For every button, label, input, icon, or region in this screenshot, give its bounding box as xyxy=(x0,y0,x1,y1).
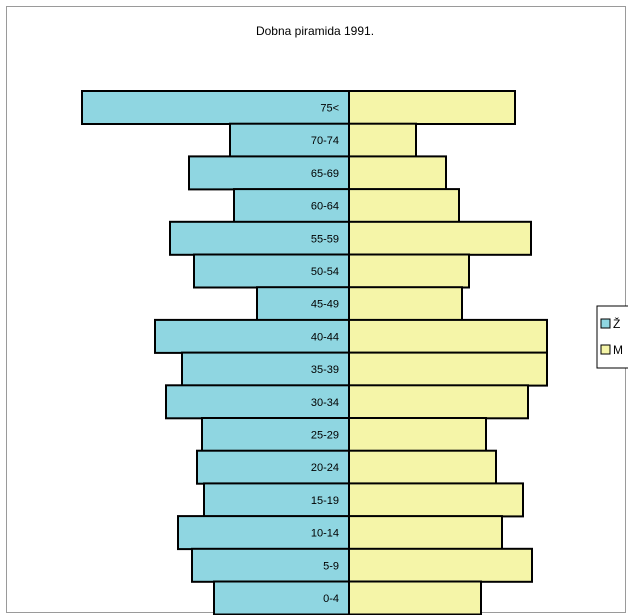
category-label-4044: 40-44 xyxy=(311,331,339,343)
series-zenske-bars xyxy=(81,90,350,615)
category-label-4549: 45-49 xyxy=(311,299,339,311)
legend-swatch-muske xyxy=(600,344,611,355)
bar-zenske-5054 xyxy=(193,253,350,289)
legend-swatch-zenske xyxy=(600,318,611,329)
category-label-3539: 35-39 xyxy=(311,364,339,376)
bar-muske-3034 xyxy=(348,384,529,420)
bar-muske-6569 xyxy=(348,155,447,191)
series-muske-bars xyxy=(348,90,548,615)
category-label-75: 75< xyxy=(320,103,339,115)
category-label-5559: 55-59 xyxy=(311,233,339,245)
bar-zenske-75 xyxy=(81,90,350,125)
category-label-3034: 30-34 xyxy=(311,397,339,409)
bar-zenske-1014 xyxy=(177,515,350,551)
legend-label-zenske: Ž xyxy=(613,316,620,331)
legend: Ž M xyxy=(596,305,628,369)
bar-muske-2529 xyxy=(348,417,487,452)
chart-title: Dobna piramida 1991. xyxy=(256,24,374,38)
category-label-04: 0-4 xyxy=(323,593,339,605)
bar-muske-3539 xyxy=(348,351,548,387)
category-label-1014: 10-14 xyxy=(311,528,339,540)
category-label-6569: 65-69 xyxy=(311,168,339,180)
bar-muske-2024 xyxy=(348,449,497,485)
bar-muske-5054 xyxy=(348,253,470,289)
category-label-7074: 70-74 xyxy=(311,135,339,147)
category-label-6064: 60-64 xyxy=(311,201,339,213)
bar-muske-7074 xyxy=(348,122,417,158)
bar-muske-6064 xyxy=(348,188,460,224)
bar-muske-75 xyxy=(348,90,516,125)
category-label-2529: 25-29 xyxy=(311,430,339,442)
bar-muske-4549 xyxy=(348,286,463,322)
category-label-2024: 20-24 xyxy=(311,462,339,474)
category-label-5054: 50-54 xyxy=(311,266,339,278)
bar-zenske-2024 xyxy=(196,449,350,485)
bar-muske-4044 xyxy=(348,318,548,354)
bar-zenske-4044 xyxy=(154,318,350,354)
bar-zenske-04 xyxy=(213,580,350,615)
bar-muske-1519 xyxy=(348,482,524,518)
bar-muske-04 xyxy=(348,580,482,615)
legend-label-muske: M xyxy=(613,343,623,357)
category-label-1519: 15-19 xyxy=(311,495,339,507)
bar-muske-5559 xyxy=(348,220,532,256)
bar-muske-1014 xyxy=(348,515,503,551)
bar-zenske-3034 xyxy=(165,384,350,420)
category-labels: 75< 70-74 65-69 60-64 55-59 50-54 45-49 40-44 35… xyxy=(311,103,339,606)
category-label-59: 5-9 xyxy=(323,560,339,572)
bar-muske-59 xyxy=(348,547,533,583)
legend-box xyxy=(596,305,628,369)
